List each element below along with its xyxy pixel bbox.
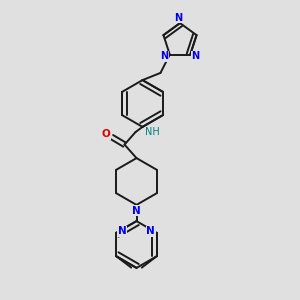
Text: O: O — [101, 129, 110, 139]
Text: N: N — [146, 226, 155, 236]
Text: NH: NH — [146, 127, 160, 137]
Text: N: N — [192, 51, 200, 61]
Text: N: N — [118, 226, 127, 236]
Text: N: N — [160, 51, 168, 61]
Text: N: N — [174, 13, 183, 23]
Text: N: N — [132, 206, 141, 216]
